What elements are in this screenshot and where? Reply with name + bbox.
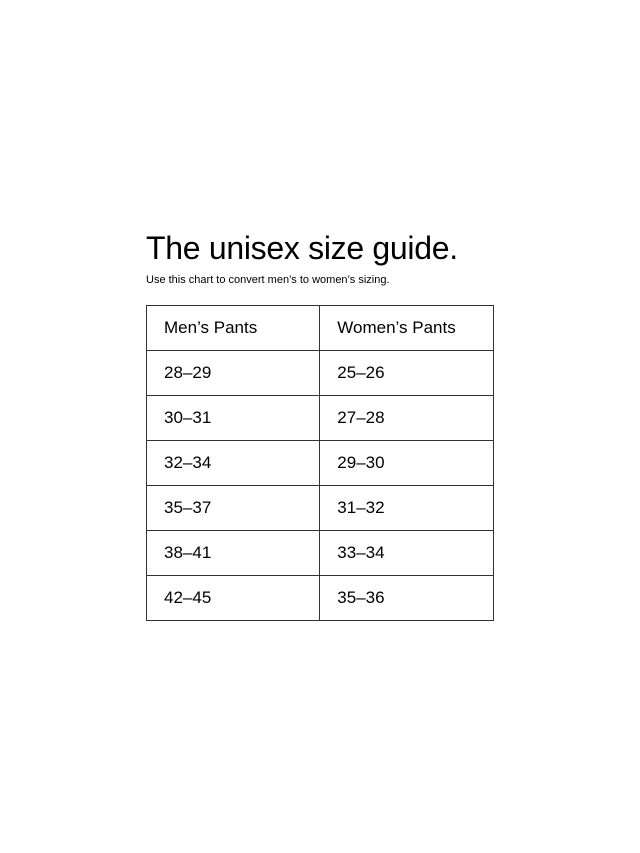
mens-size-cell: 32–34: [145, 440, 321, 486]
womens-size-cell: 29–30: [319, 440, 494, 486]
table-row: 38–41 33–34: [145, 530, 494, 576]
size-table: Men’s Pants Women’s Pants 28–29 25–26 30…: [145, 305, 494, 621]
table-row: 35–37 31–32: [145, 485, 494, 531]
mens-size-cell: 30–31: [145, 395, 321, 441]
womens-size-cell: 33–34: [319, 530, 494, 576]
womens-size-cell: 31–32: [319, 485, 494, 531]
page-subtitle: Use this chart to convert men’s to women…: [146, 274, 390, 286]
womens-size-cell: 25–26: [319, 350, 494, 396]
table-row: 42–45 35–36: [145, 575, 494, 621]
womens-size-cell: 35–36: [319, 575, 494, 621]
womens-size-cell: 27–28: [319, 395, 494, 441]
table-header-row: Men’s Pants Women’s Pants: [145, 305, 494, 351]
table-row: 32–34 29–30: [145, 440, 494, 486]
mens-size-cell: 38–41: [145, 530, 321, 576]
mens-size-cell: 35–37: [145, 485, 321, 531]
table-row: 30–31 27–28: [145, 395, 494, 441]
mens-size-cell: 42–45: [145, 575, 321, 621]
table-row: 28–29 25–26: [145, 350, 494, 396]
header-womens-pants: Women’s Pants: [319, 305, 494, 351]
header-mens-pants: Men’s Pants: [145, 305, 321, 351]
mens-size-cell: 28–29: [145, 350, 321, 396]
page-title: The unisex size guide.: [146, 230, 458, 266]
